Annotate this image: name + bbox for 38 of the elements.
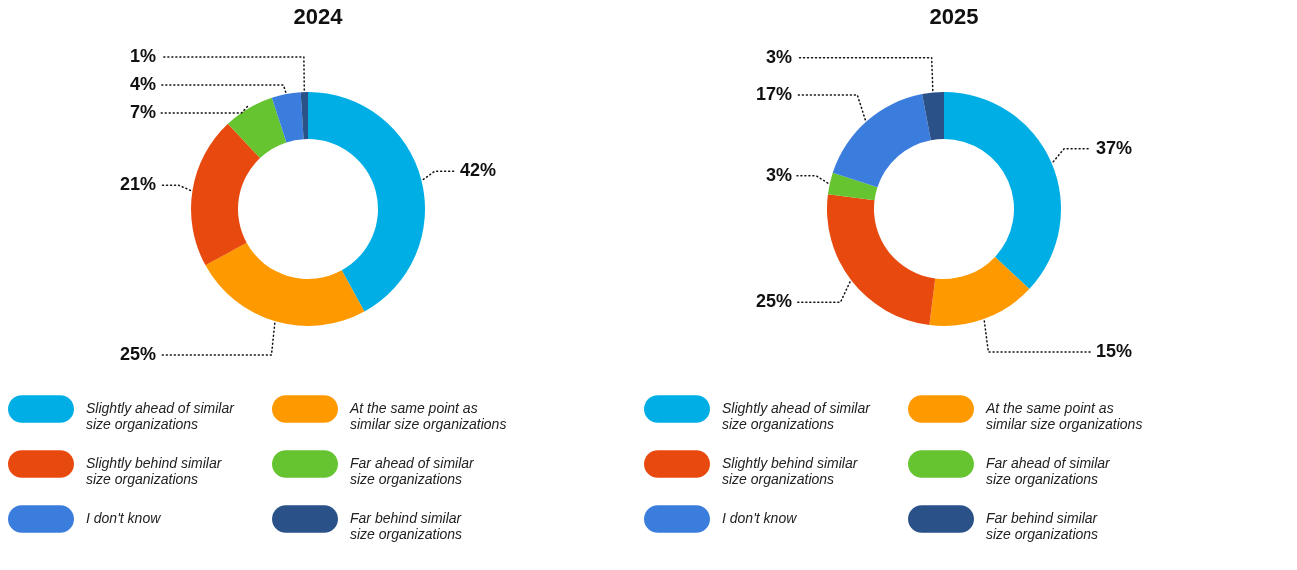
legend-label: Far behind similar size organizations <box>350 510 463 542</box>
donut-slice <box>227 97 287 158</box>
donut-slice <box>944 92 1061 290</box>
donut-slice <box>827 194 936 326</box>
legend-label: At the same point as similar size organizations <box>349 400 507 432</box>
legend-label: Slightly ahead of similar size organizations <box>722 400 872 432</box>
legend-label: Slightly behind similar size organizations <box>86 455 223 487</box>
data-label: 3% <box>765 164 792 185</box>
data-label: 21% <box>119 174 156 195</box>
donut-slice <box>191 123 261 266</box>
data-label: 37% <box>1096 137 1133 158</box>
data-label: 15% <box>1096 341 1133 362</box>
data-label: 1% <box>129 46 156 67</box>
legend-label: I don't know <box>86 510 162 526</box>
donut-slice <box>205 242 365 326</box>
donut-slice <box>827 172 878 201</box>
data-label: 42% <box>460 160 497 181</box>
chart-title: 2025 <box>929 4 979 29</box>
donut-slice <box>271 92 304 143</box>
donut-slice <box>922 92 944 141</box>
data-label: 17% <box>755 83 792 104</box>
legend-label: Far ahead of similar size organizations <box>986 455 1112 487</box>
legend-label: Far behind similar size organizations <box>986 510 1099 542</box>
data-label: 25% <box>755 291 792 312</box>
donut-slice <box>832 94 931 188</box>
chart-title: 2024 <box>293 4 344 29</box>
legend-label: Slightly behind similar size organizations <box>722 455 859 487</box>
data-label: 3% <box>765 46 792 67</box>
legend-label: At the same point as similar size organizations <box>985 400 1143 432</box>
donut-slice <box>929 256 1030 326</box>
donut-slice <box>308 92 425 312</box>
data-label: 25% <box>119 343 156 364</box>
legend-label: Slightly ahead of similar size organizations <box>86 400 236 432</box>
legend-label: Far ahead of similar size organizations <box>350 455 476 487</box>
donut-slice <box>300 92 308 140</box>
legend-label: I don't know <box>722 510 798 526</box>
data-label: 4% <box>129 74 156 95</box>
data-label: 7% <box>129 102 156 123</box>
